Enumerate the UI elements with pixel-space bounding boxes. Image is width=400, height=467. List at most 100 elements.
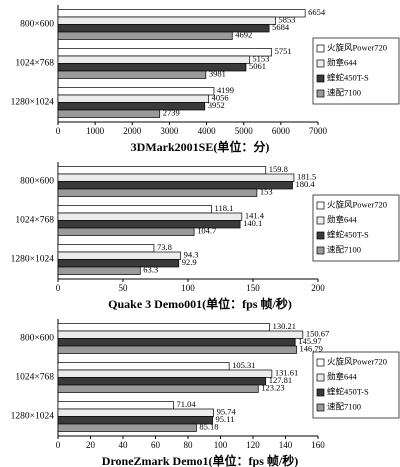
x-tick-label: 100 bbox=[181, 283, 195, 293]
bar bbox=[57, 94, 210, 103]
x-tick-label: 0 bbox=[56, 440, 61, 450]
value-label: 145.97 bbox=[298, 336, 321, 346]
x-tick-label: 40 bbox=[119, 440, 129, 450]
bar bbox=[57, 31, 233, 40]
bar bbox=[57, 173, 295, 182]
bar bbox=[57, 251, 181, 260]
legend-swatch bbox=[316, 403, 325, 412]
value-label: 146.79 bbox=[300, 344, 323, 354]
legend-label: 蝰蛇450T-S bbox=[327, 229, 369, 239]
chart-title: 3DMark2001SE(单位：分) bbox=[131, 139, 270, 154]
x-tick-label: 2000 bbox=[123, 126, 142, 136]
legend-label: 勋章644 bbox=[327, 371, 358, 381]
bar bbox=[57, 102, 206, 111]
value-label: 95.74 bbox=[217, 407, 237, 417]
value-label: 2739 bbox=[163, 108, 180, 118]
x-tick-label: 3000 bbox=[160, 126, 179, 136]
legend-label: 速配7100 bbox=[327, 87, 361, 97]
bar bbox=[57, 423, 197, 432]
category-label: 1024×768 bbox=[15, 373, 54, 383]
value-label: 94.3 bbox=[184, 250, 199, 260]
value-label: 3981 bbox=[209, 69, 226, 79]
category-label: 1280×1024 bbox=[11, 98, 55, 108]
value-label: 5751 bbox=[275, 46, 292, 56]
legend-swatch bbox=[316, 246, 325, 255]
value-label: 71.04 bbox=[176, 399, 196, 409]
legend-swatch bbox=[316, 216, 325, 225]
bar bbox=[57, 377, 267, 386]
bar bbox=[57, 212, 243, 221]
bar bbox=[57, 16, 276, 25]
x-tick-label: 20 bbox=[86, 440, 96, 450]
bar bbox=[57, 205, 212, 214]
category-label: 1024×768 bbox=[15, 216, 54, 226]
legend-box bbox=[312, 194, 400, 262]
value-label: 5684 bbox=[272, 22, 290, 32]
value-label: 141.4 bbox=[245, 211, 265, 221]
bar bbox=[57, 362, 230, 371]
value-label: 3952 bbox=[208, 100, 225, 110]
legend-label: 速配7100 bbox=[327, 244, 361, 254]
x-tick-label: 140 bbox=[279, 440, 293, 450]
value-label: 63.3 bbox=[143, 265, 158, 275]
value-label: 159.8 bbox=[269, 164, 288, 174]
value-label: 85.18 bbox=[199, 422, 218, 432]
bar bbox=[57, 408, 214, 417]
bar bbox=[57, 9, 306, 18]
chart-title: DroneZmark Demo1(单位：fps 帧/秒) bbox=[102, 453, 298, 467]
legend-label: 勋章644 bbox=[327, 57, 358, 67]
bar bbox=[57, 266, 141, 275]
value-label: 95.11 bbox=[216, 414, 235, 424]
legend-box bbox=[312, 351, 400, 419]
bar bbox=[57, 259, 180, 268]
x-tick-label: 6000 bbox=[272, 126, 291, 136]
bar bbox=[57, 87, 215, 96]
chart-title: Quake 3 Demo001(单位：fps 帧/秒) bbox=[108, 296, 292, 311]
bar bbox=[57, 244, 155, 253]
x-tick-label: 5000 bbox=[235, 126, 254, 136]
bar bbox=[57, 416, 213, 425]
category-label: 1280×1024 bbox=[11, 412, 55, 422]
bar bbox=[57, 345, 297, 354]
legend-label: 蝰蛇450T-S bbox=[327, 386, 369, 396]
x-tick-label: 160 bbox=[311, 440, 325, 450]
value-label: 181.5 bbox=[297, 172, 316, 182]
legend-label: 速配7100 bbox=[327, 401, 361, 411]
value-label: 150.67 bbox=[306, 329, 329, 339]
legend-swatch bbox=[316, 373, 325, 382]
x-tick-label: 150 bbox=[246, 283, 260, 293]
x-tick-label: 200 bbox=[311, 283, 325, 293]
value-label: 4056 bbox=[212, 93, 229, 103]
value-label: 5853 bbox=[278, 15, 295, 25]
bar bbox=[57, 369, 273, 378]
bar bbox=[57, 48, 272, 57]
x-tick-label: 7000 bbox=[309, 126, 328, 136]
bar bbox=[57, 70, 207, 79]
value-label: 130.21 bbox=[273, 321, 296, 331]
bar bbox=[57, 227, 195, 236]
value-label: 92.9 bbox=[182, 257, 197, 267]
legend-box bbox=[312, 37, 400, 105]
value-label: 123.23 bbox=[261, 383, 284, 393]
legend-swatch bbox=[316, 74, 325, 83]
bar bbox=[57, 166, 267, 175]
bar bbox=[57, 401, 174, 410]
legend-swatch bbox=[316, 201, 325, 210]
legend-label: 火旋风Power720 bbox=[327, 199, 387, 209]
bar bbox=[57, 188, 258, 197]
legend-swatch bbox=[316, 231, 325, 240]
legend-swatch bbox=[316, 44, 325, 53]
category-label: 1280×1024 bbox=[11, 255, 55, 265]
legend-label: 火旋风Power720 bbox=[327, 356, 387, 366]
x-tick-label: 120 bbox=[246, 440, 260, 450]
value-label: 4692 bbox=[235, 30, 252, 40]
bar bbox=[57, 109, 161, 118]
value-label: 5153 bbox=[252, 54, 269, 64]
x-tick-label: 100 bbox=[214, 440, 228, 450]
value-label: 4199 bbox=[217, 85, 234, 95]
value-label: 153 bbox=[260, 187, 273, 197]
x-tick-label: 80 bbox=[184, 440, 194, 450]
value-label: 73.8 bbox=[157, 242, 172, 252]
legend-label: 火旋风Power720 bbox=[327, 42, 387, 52]
